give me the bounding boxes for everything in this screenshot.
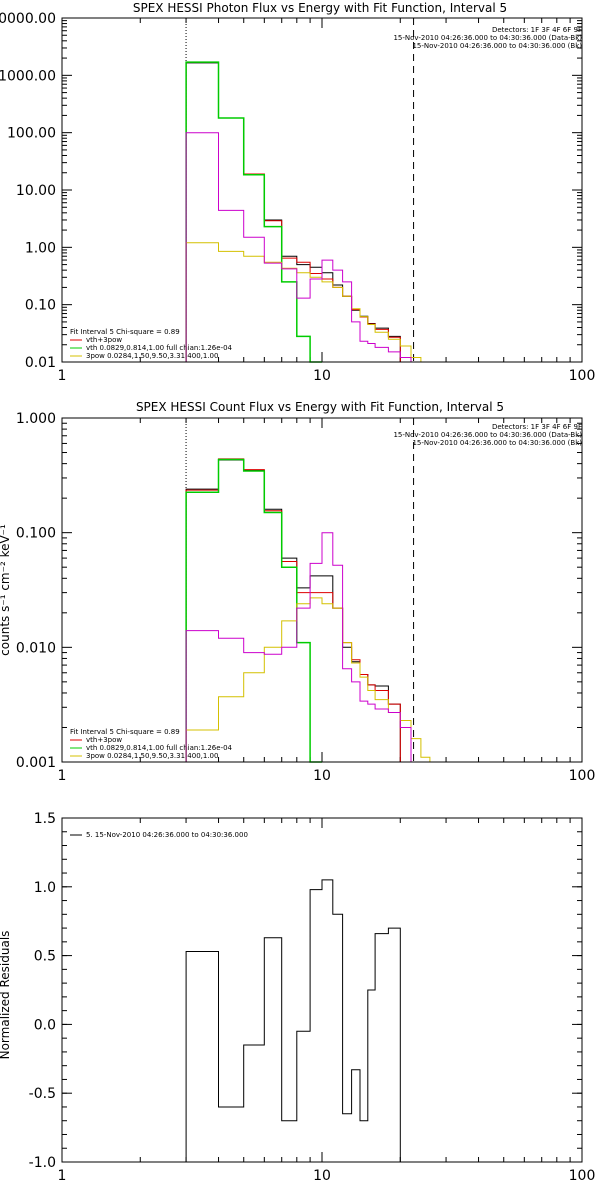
x-tick-label: 100 xyxy=(569,1168,596,1184)
vth-component-histogram xyxy=(185,458,322,763)
legend-3pow: 3pow 0.0284,1.50,9.50,3.31,400,1.00 xyxy=(86,752,218,760)
plot-frame xyxy=(61,817,583,1163)
residual-histogram xyxy=(185,879,401,1162)
photon-flux-panel: SPEX HESSI Photon Flux vs Energy with Fi… xyxy=(0,1,595,384)
x-tick-label: 10 xyxy=(313,768,331,784)
photon-flux-title: SPEX HESSI Photon Flux vs Energy with Fi… xyxy=(133,1,507,15)
y-tick-label: 0.001 xyxy=(16,755,56,771)
count-flux-legend: Fit Interval 5 Chi-square = 0.89 vth+3po… xyxy=(70,728,233,760)
residuals-panel: Normalized Residuals 5. 15-Nov-2010 04:2… xyxy=(0,811,595,1184)
photon-flux-legend: Fit Interval 5 Chi-square = 0.89 vth+3po… xyxy=(70,328,233,360)
photon-flux-info: Detectors: 1F 3F 4F 6F 9F 15-Nov-2010 04… xyxy=(393,26,582,50)
residuals-legend: 5. 15-Nov-2010 04:26:36.000 to 04:30:36.… xyxy=(70,831,248,839)
info-line-2: 15-Nov-2010 04:26:36.000 to 04:30:36.000… xyxy=(393,431,582,439)
legend-total: vth+3pow xyxy=(86,736,122,744)
y-tick-label: 100.00 xyxy=(7,126,56,142)
minor-ticks xyxy=(62,418,582,762)
y-tick-label: 10000.00 xyxy=(0,11,56,27)
count-flux-panel: SPEX HESSI Count Flux vs Energy with Fit… xyxy=(0,400,595,784)
legend-fit-line: Fit Interval 5 Chi-square = 0.89 xyxy=(70,728,180,736)
minor-ticks xyxy=(62,18,582,362)
info-line-3: 15-Nov-2010 04:26:36.000 to 04:30:36.000… xyxy=(412,42,582,50)
y-tick-label: 0.01 xyxy=(25,355,56,371)
x-tick-label: 1 xyxy=(58,768,67,784)
info-line-1: Detectors: 1F 3F 4F 6F 9F xyxy=(492,423,582,431)
x-tick-label: 100 xyxy=(569,368,596,384)
info-line-3: 15-Nov-2010 04:26:36.000 to 04:30:36.000… xyxy=(412,439,582,447)
y-tick-label: -1.0 xyxy=(29,1155,56,1171)
info-line-1: Detectors: 1F 3F 4F 6F 9F xyxy=(492,26,582,34)
x-tick-label: 1 xyxy=(58,368,67,384)
plot-frame xyxy=(61,417,583,763)
y-tick-label: 0.010 xyxy=(16,640,56,656)
legend-vth: vth 0.0829,0.814,1.00 full chian:1.26e-0… xyxy=(86,744,233,752)
info-line-2: 15-Nov-2010 04:26:36.000 to 04:30:36.000… xyxy=(393,34,582,42)
y-tick-label: 0.10 xyxy=(25,298,56,314)
y-tick-label: -0.5 xyxy=(29,1086,56,1102)
y-tick-label: 0.0 xyxy=(34,1017,56,1033)
y-tick-label: 10.00 xyxy=(16,183,56,199)
x-tick-label: 1 xyxy=(58,1168,67,1184)
x-tick-label: 10 xyxy=(313,1168,331,1184)
count-flux-info: Detectors: 1F 3F 4F 6F 9F 15-Nov-2010 04… xyxy=(393,423,582,447)
count-flux-title: SPEX HESSI Count Flux vs Energy with Fit… xyxy=(136,400,504,414)
legend-3pow: 3pow 0.0284,1.50,9.50,3.31,400,1.00 xyxy=(86,352,218,360)
legend-residual: 5. 15-Nov-2010 04:26:36.000 to 04:30:36.… xyxy=(86,831,248,839)
y-tick-label: 1.5 xyxy=(34,811,56,827)
minor-ticks xyxy=(62,817,582,1163)
background-histogram xyxy=(185,532,421,763)
x-tick-label: 10 xyxy=(313,368,331,384)
y-tick-label: 0.5 xyxy=(34,949,56,965)
legend-vth: vth 0.0829,0.814,1.00 full chian:1.26e-0… xyxy=(86,344,233,352)
plot-frame xyxy=(61,17,583,363)
legend-fit-line: Fit Interval 5 Chi-square = 0.89 xyxy=(70,328,180,336)
y-tick-label: 0.100 xyxy=(16,526,56,542)
legend-total: vth+3pow xyxy=(86,336,122,344)
y-tick-label: 1.000 xyxy=(16,411,56,427)
y-tick-label: 1.00 xyxy=(25,240,56,256)
count-flux-ylabel: counts s⁻¹ cm⁻² keV⁻¹ xyxy=(0,524,12,656)
vth-component-histogram xyxy=(185,61,322,363)
y-tick-label: 1000.00 xyxy=(0,68,56,84)
background-histogram xyxy=(185,132,421,363)
residuals-ylabel: Normalized Residuals xyxy=(0,931,12,1060)
x-tick-label: 100 xyxy=(569,768,596,784)
y-tick-label: 1.0 xyxy=(34,880,56,896)
